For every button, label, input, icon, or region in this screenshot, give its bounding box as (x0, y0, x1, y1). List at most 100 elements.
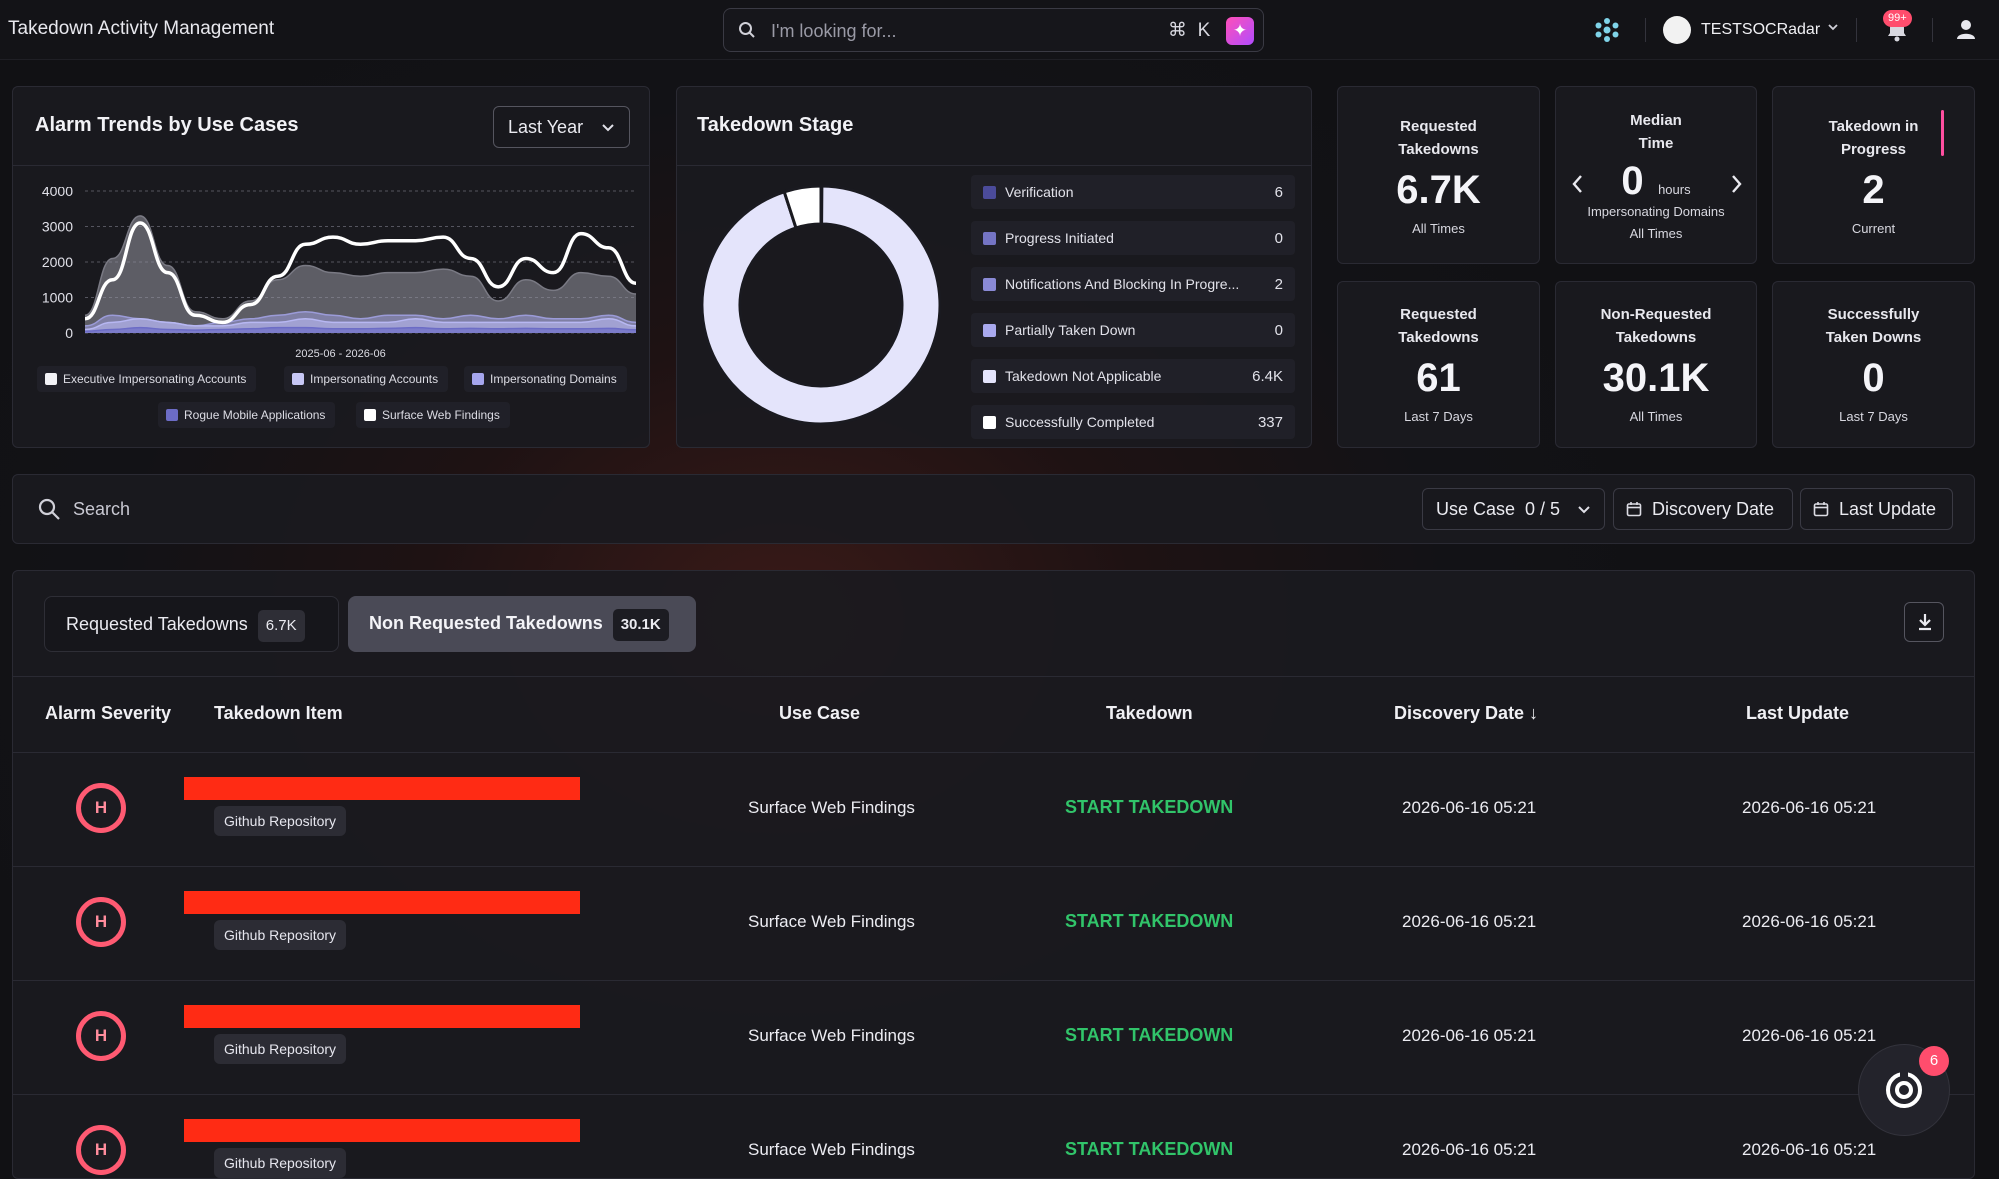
chat-badge: 6 (1919, 1046, 1949, 1076)
discovery-date-cell: 2026-06-16 05:21 (1402, 1026, 1537, 1045)
integrations-icon[interactable] (1594, 17, 1620, 43)
item-type-tag: Github Repository (214, 806, 347, 836)
table-search-input[interactable]: Search (73, 499, 131, 519)
y-tick-label: 4000 (42, 187, 73, 199)
legend-swatch (472, 373, 484, 385)
takedown-stage-donut (701, 185, 941, 425)
legend-label: Surface Web Findings (382, 408, 500, 422)
kpi-title: Non-Requested Takedowns (1600, 306, 1712, 346)
tab-requested-takedowns[interactable]: Requested Takedowns 6.7K (44, 596, 339, 652)
last-update-filter[interactable]: Last Update (1800, 488, 1953, 530)
takedown-stage-card: Takedown Stage Verification 6 Progress Ini… (676, 86, 1312, 448)
user-icon[interactable] (1955, 18, 1977, 40)
takedowns-table-card: Requested Takedowns 6.7K Non Requested Ta… (12, 570, 1975, 1179)
start-takedown-button[interactable]: START TAKEDOWN (1065, 911, 1234, 931)
discovery-date-cell: 2026-06-16 05:21 (1402, 912, 1537, 931)
discovery-date-label: Discovery Date (1652, 499, 1775, 519)
alarm-trends-chart: 4000 3000 2000 1000 0 2025-06 - 2026-06 (42, 187, 637, 357)
legend-item[interactable]: Executive Impersonating Accounts (37, 366, 257, 392)
download-icon (1919, 614, 1931, 631)
discovery-date-header[interactable]: Discovery Date ↓ (1394, 703, 1539, 723)
global-search-input[interactable]: I'm looking for... (771, 21, 897, 41)
tenant-logo (1663, 16, 1691, 44)
legend-swatch (45, 373, 57, 385)
chat-assistant-button[interactable] (1859, 1045, 1949, 1135)
divider (1645, 18, 1646, 42)
download-button[interactable] (1904, 602, 1944, 642)
divider (13, 165, 649, 166)
tab-non-requested-takedowns[interactable]: Non Requested Takedowns 30.1K (348, 596, 696, 652)
ai-sparkle-button[interactable]: ✦ (1226, 17, 1254, 45)
divider (13, 676, 1974, 677)
donut-slice[interactable] (701, 185, 941, 425)
stage-item[interactable]: Verification 6 (971, 175, 1295, 209)
table-row[interactable]: H Github Repository Surface Web Findings ST… (13, 980, 1974, 1093)
severity-badge: H (76, 783, 126, 833)
chevron-right-icon[interactable] (1728, 173, 1744, 195)
series-line-0 (84, 215, 637, 320)
use-case-cell: Surface Web Findings (748, 912, 915, 931)
series-line-3 (84, 326, 637, 332)
alarm-trends-title: Alarm Trends by Use Cases (35, 114, 299, 136)
legend-item[interactable]: Impersonating Domains (464, 366, 627, 392)
stage-item[interactable]: Partially Taken Down 0 (971, 313, 1295, 347)
tab-label: Non Requested Takedowns (369, 613, 603, 633)
kpi-value: 0 (1862, 356, 1885, 400)
y-tick-label: 2000 (42, 254, 73, 270)
series-line-2 (84, 318, 637, 331)
kpi-title: Takedown in Progress (1828, 118, 1919, 158)
legend-label: Impersonating Domains (490, 372, 617, 386)
stage-swatch (983, 278, 996, 291)
legend-swatch (364, 409, 376, 421)
legend-item[interactable]: Rogue Mobile Applications (158, 402, 336, 428)
start-takedown-button[interactable]: START TAKEDOWN (1065, 1025, 1234, 1045)
series-line-4 (84, 221, 637, 325)
kpi-value-group: 0 hours (1556, 159, 1756, 204)
redacted-item-name (184, 1119, 580, 1142)
chevron-down-icon (1578, 506, 1590, 514)
use-case-cell: Surface Web Findings (748, 798, 915, 817)
stage-value: 0 (1274, 230, 1283, 247)
stage-label: Partially Taken Down (1005, 322, 1136, 338)
stage-swatch (983, 186, 996, 199)
use-case-cell: Surface Web Findings (748, 1026, 915, 1045)
start-takedown-button[interactable]: START TAKEDOWN (1065, 797, 1234, 817)
stage-value: 6.4K (1252, 368, 1283, 385)
kpi-value: 61 (1416, 356, 1461, 400)
chevron-down-icon (602, 124, 614, 132)
donut-slice[interactable] (782, 185, 823, 230)
start-takedown-button[interactable]: START TAKEDOWN (1065, 1139, 1234, 1159)
discovery-date-filter[interactable]: Discovery Date (1613, 488, 1793, 530)
kpi-subtitle: All Times (1629, 226, 1683, 241)
table-row[interactable]: H Github Repository Surface Web Findings ST… (13, 752, 1974, 865)
top-bar: Takedown Activity Management I'm looking… (0, 0, 1999, 60)
stage-label: Verification (1005, 184, 1074, 200)
use-case-cell: Surface Web Findings (748, 1140, 915, 1159)
stage-item[interactable]: Successfully Completed 337 (971, 405, 1295, 439)
last-update-cell: 2026-06-16 05:21 (1742, 912, 1877, 931)
stage-swatch (983, 370, 996, 383)
column-header: Takedown Item (214, 703, 343, 723)
table-row[interactable]: H Github Repository Surface Web Findings ST… (13, 1094, 1974, 1178)
severity-badge: H (76, 1011, 126, 1061)
chevron-left-icon[interactable] (1570, 173, 1586, 195)
series-area-0 (85, 215, 636, 333)
kpi-unit: hours (1658, 182, 1691, 197)
kpi-subtitle: Last 7 Days (1839, 409, 1908, 424)
legend-item[interactable]: Impersonating Accounts (284, 366, 449, 392)
stage-value: 2 (1274, 276, 1283, 293)
use-case-filter[interactable]: Use Case 0 / 5 (1422, 488, 1605, 530)
global-search[interactable]: I'm looking for... ⌘ K ✦ (723, 8, 1264, 52)
legend-label: Executive Impersonating Accounts (63, 372, 247, 386)
stage-item[interactable]: Takedown Not Applicable 6.4K (971, 359, 1295, 393)
kpi-subtitle: All Times (1412, 221, 1465, 236)
table-row[interactable]: H Github Repository Surface Web Findings ST… (13, 866, 1974, 979)
range-dropdown[interactable]: Last Year (493, 106, 630, 148)
range-dropdown-label: Last Year (508, 117, 584, 137)
legend-item[interactable]: Surface Web Findings (356, 402, 510, 428)
notification-badge: 99+ (1883, 10, 1912, 27)
stage-item[interactable]: Notifications And Blocking In Progre... 2 (971, 267, 1295, 301)
column-header: Last Update (1746, 703, 1850, 723)
legend-swatch (166, 409, 178, 421)
stage-item[interactable]: Progress Initiated 0 (971, 221, 1295, 255)
